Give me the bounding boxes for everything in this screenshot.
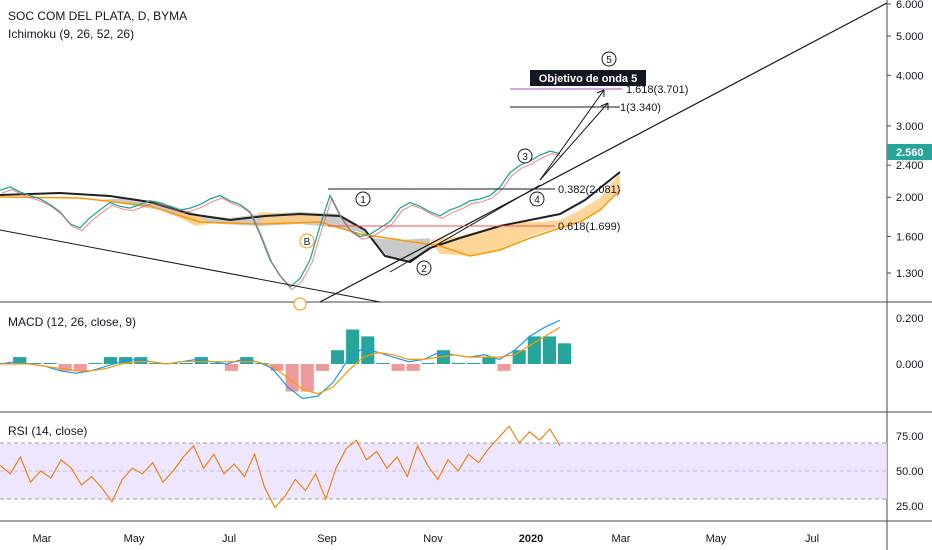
rsi-tick-label: 25.00 xyxy=(896,501,924,513)
macd-histogram-bar xyxy=(497,364,511,371)
macd-histogram-bar xyxy=(452,363,466,364)
wave-label-3: 3 xyxy=(517,148,533,164)
long-trendline xyxy=(319,2,888,303)
macd-histogram-bar xyxy=(300,364,314,392)
rsi-tick-label: 50.00 xyxy=(896,466,924,478)
price-tick-label: 1.300 xyxy=(896,268,924,280)
price-tick-label: 3.000 xyxy=(896,121,924,133)
last-price-label: 2.560 xyxy=(896,147,924,159)
fib-1-label: 1(3.340) xyxy=(620,102,661,114)
wave-label-4: 4 xyxy=(529,191,545,207)
macd-histogram-bar xyxy=(330,350,345,364)
macd-histogram-bar xyxy=(527,336,541,364)
time-tick-label: 2020 xyxy=(519,533,543,545)
projection-arrow-2 xyxy=(539,102,609,181)
target-label: Objetivo de onda 5 xyxy=(539,73,637,85)
svg-text:5: 5 xyxy=(606,55,612,66)
macd-histogram-bar xyxy=(43,363,57,364)
svg-text:4: 4 xyxy=(534,195,540,206)
ichimoku-cloud-bull-1 xyxy=(170,172,620,256)
ichimoku-span-b xyxy=(0,189,621,257)
wave-label-B: B xyxy=(299,233,315,249)
price-axis: 6.000 5.000 4.000 3.000 2.400 2.000 1.600 1.300 xyxy=(887,0,924,280)
macd-histogram-bar xyxy=(558,343,572,364)
price-tick-label: 2.400 xyxy=(896,160,924,172)
fib-1618-label: 1.618(3.701) xyxy=(626,84,688,96)
time-tick-label: Jul xyxy=(222,533,236,545)
macd-histogram-bar xyxy=(421,363,435,364)
rsi-axis: 75.00 50.00 25.00 xyxy=(896,431,924,513)
price-tick-label: 5.000 xyxy=(896,31,924,43)
fib-0382-label: 0.382(2.081) xyxy=(558,184,620,196)
macd-histogram-bar xyxy=(285,364,299,392)
ichimoku-label: Ichimoku (9, 26, 52, 26) xyxy=(8,27,134,41)
svg-text:2: 2 xyxy=(421,264,427,275)
macd-histogram-bar xyxy=(149,363,163,364)
down-trendline xyxy=(0,229,381,303)
time-tick-label: May xyxy=(124,533,145,545)
time-tick-label: Mar xyxy=(612,533,631,545)
fib-0618-label: 0.618(1.699) xyxy=(558,221,620,233)
projection-arrow-1 xyxy=(539,89,605,181)
macd-histogram-bar xyxy=(28,363,42,364)
price-series-line-red xyxy=(1,153,563,291)
wave-2-support-line xyxy=(389,184,541,273)
wave-label-2: 2 xyxy=(416,260,432,276)
macd-histogram-bar xyxy=(315,364,329,371)
macd-signal-line xyxy=(0,326,561,395)
time-tick-label: Sep xyxy=(317,533,337,545)
macd-tick-label: 0.200 xyxy=(896,313,924,325)
time-tick-label: Mar xyxy=(33,533,52,545)
macd-histogram-bar xyxy=(225,364,239,371)
macd-histogram-bar xyxy=(406,364,420,371)
macd-histogram-bar xyxy=(58,364,72,371)
macd-histogram-bar xyxy=(73,364,87,371)
macd-histogram-bar xyxy=(179,363,193,364)
macd-histogram-bar xyxy=(13,357,27,364)
macd-label: MACD (12, 26, close, 9) xyxy=(8,315,136,329)
macd-histogram-bar xyxy=(391,364,405,371)
macd-histogram-bar xyxy=(542,336,556,364)
macd-histogram-bar xyxy=(88,363,102,364)
rsi-label: RSI (14, close) xyxy=(8,424,87,438)
time-axis: Mar May Jul Sep Nov 2020 Mar May Jul xyxy=(33,533,820,545)
time-tick-label: May xyxy=(706,533,727,545)
wave-label-A xyxy=(293,297,307,311)
macd-histogram-bar xyxy=(209,363,224,364)
price-tick-label: 1.600 xyxy=(896,231,924,243)
wave-label-5: 5 xyxy=(601,51,617,67)
price-tick-label: 2.000 xyxy=(896,192,924,204)
macd-histogram-bar xyxy=(103,357,118,364)
price-tick-label: 4.000 xyxy=(896,70,924,82)
macd-histogram-bar xyxy=(467,363,481,364)
target-label-box xyxy=(530,70,646,86)
time-tick-label: Nov xyxy=(423,533,443,545)
rsi-tick-label: 75.00 xyxy=(896,431,924,443)
macd-axis: 0.200 0.000 xyxy=(896,313,924,371)
macd-histogram-bar xyxy=(482,357,496,364)
svg-text:1: 1 xyxy=(360,195,366,206)
macd-histogram-bar xyxy=(376,363,390,364)
rsi-line xyxy=(0,425,561,509)
macd-tick-label: 0.000 xyxy=(896,359,924,371)
svg-text:3: 3 xyxy=(522,152,528,163)
price-tick-label: 6.000 xyxy=(896,0,924,11)
time-tick-label: Jul xyxy=(805,533,819,545)
svg-text:B: B xyxy=(304,237,311,248)
last-price-badge xyxy=(887,144,932,160)
macd-histogram-bar xyxy=(346,329,360,364)
macd-histogram-bar xyxy=(270,364,284,371)
chart-title: SOC COM DEL PLATA, D, BYMA xyxy=(8,9,187,23)
wave-label-1: 1 xyxy=(355,191,371,207)
